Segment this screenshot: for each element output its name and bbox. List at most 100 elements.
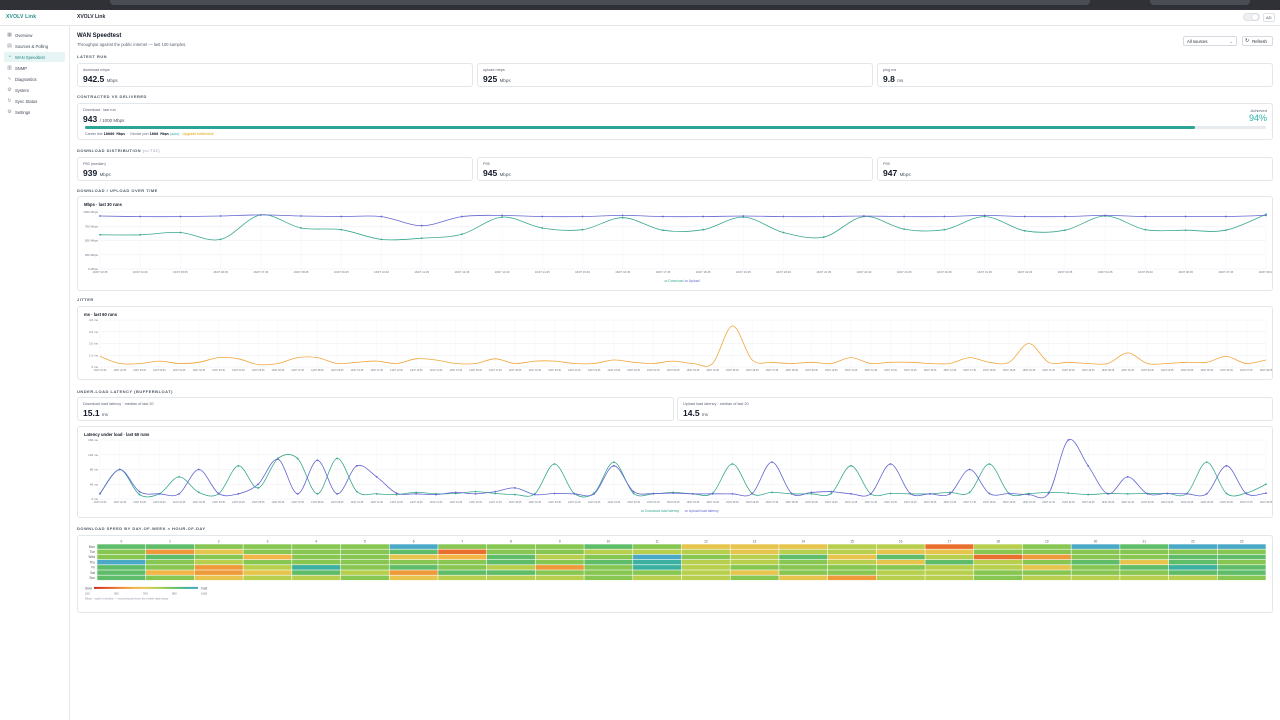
data-point[interactable] (863, 215, 865, 217)
data-point[interactable] (1184, 215, 1187, 218)
heatmap-cell[interactable] (876, 544, 925, 549)
data-point[interactable] (340, 228, 343, 231)
data-point[interactable] (435, 493, 437, 496)
data-point[interactable] (1224, 215, 1227, 218)
data-point[interactable] (742, 215, 745, 217)
data-point[interactable] (1064, 229, 1066, 232)
heatmap-cell[interactable] (1071, 565, 1120, 570)
heatmap-cell[interactable] (97, 559, 146, 565)
heatmap-cell[interactable] (243, 565, 292, 570)
heatmap-cell[interactable] (584, 544, 633, 549)
heatmap-cell[interactable] (194, 559, 243, 565)
data-point[interactable] (138, 490, 141, 493)
heatmap-cell[interactable] (486, 554, 536, 560)
heatmap-cell[interactable] (633, 544, 682, 549)
data-point[interactable] (782, 215, 785, 218)
heatmap-cell[interactable] (925, 570, 974, 575)
sidebar-item-system[interactable]: ⚙ System (4, 85, 65, 95)
heatmap-cell[interactable] (438, 575, 487, 581)
refresh-button[interactable]: ↻ Refresh (1242, 36, 1273, 46)
data-point[interactable] (118, 468, 121, 471)
data-point[interactable] (702, 228, 705, 231)
data-point[interactable] (179, 215, 182, 218)
data-point[interactable] (501, 216, 503, 219)
data-point[interactable] (237, 492, 240, 495)
heatmap-cell[interactable] (146, 570, 195, 575)
heatmap-cell[interactable] (681, 544, 730, 549)
heatmap-cell[interactable] (97, 565, 146, 570)
heatmap-cell[interactable] (340, 554, 389, 560)
heatmap-cell[interactable] (1071, 570, 1120, 575)
data-point[interactable] (903, 215, 906, 218)
data-point[interactable] (810, 491, 813, 494)
heatmap-cell[interactable] (146, 575, 195, 581)
data-point[interactable] (850, 492, 852, 495)
heatmap-cell[interactable] (925, 565, 974, 570)
heatmap-cell[interactable] (486, 570, 536, 575)
heatmap-cell[interactable] (243, 544, 292, 549)
heatmap-cell[interactable] (340, 559, 389, 565)
heatmap-cell[interactable] (1217, 554, 1266, 560)
heatmap-cell[interactable] (535, 559, 584, 565)
heatmap-cell[interactable] (730, 570, 779, 575)
theme-toggle[interactable] (1243, 13, 1260, 21)
heatmap-cell[interactable] (389, 549, 438, 555)
data-point[interactable] (316, 492, 319, 495)
heatmap-cell[interactable] (438, 554, 487, 560)
heatmap-cell[interactable] (974, 544, 1023, 549)
heatmap-cell[interactable] (1022, 559, 1071, 565)
data-point[interactable] (316, 459, 319, 462)
data-point[interactable] (822, 215, 825, 218)
heatmap-cell[interactable] (194, 575, 243, 581)
data-point[interactable] (99, 492, 101, 495)
heatmap-cell[interactable] (292, 570, 341, 575)
data-point[interactable] (929, 492, 931, 495)
data-point[interactable] (771, 461, 773, 464)
data-point[interactable] (1186, 492, 1188, 495)
data-point[interactable] (661, 215, 664, 218)
heatmap-cell[interactable] (681, 559, 730, 565)
sidebar-item-overview[interactable]: ▦ Overview (4, 30, 65, 40)
heatmap-cell[interactable] (1120, 575, 1169, 581)
heatmap-cell[interactable] (97, 554, 146, 560)
data-point[interactable] (1144, 215, 1147, 218)
data-point[interactable] (672, 492, 675, 494)
data-point[interactable] (178, 475, 180, 478)
data-point[interactable] (652, 492, 655, 495)
heatmap-cell[interactable] (97, 549, 146, 555)
data-point[interactable] (420, 237, 423, 240)
heatmap-cell[interactable] (389, 554, 438, 560)
heatmap-cell[interactable] (974, 570, 1023, 575)
data-point[interactable] (336, 492, 339, 495)
data-point[interactable] (501, 214, 503, 217)
heatmap-cell[interactable] (486, 575, 536, 581)
heatmap-cell[interactable] (681, 565, 730, 570)
data-point[interactable] (533, 493, 536, 496)
data-point[interactable] (197, 491, 200, 494)
data-point[interactable] (219, 238, 222, 241)
data-point[interactable] (217, 492, 220, 495)
heatmap-cell[interactable] (633, 575, 682, 581)
heatmap-cell[interactable] (194, 565, 243, 570)
heatmap-cell[interactable] (340, 565, 389, 570)
data-point[interactable] (541, 215, 544, 218)
heatmap-cell[interactable] (146, 549, 195, 555)
heatmap-cell[interactable] (292, 559, 341, 565)
heatmap-cell[interactable] (827, 554, 877, 560)
heatmap-cell[interactable] (1217, 575, 1266, 581)
heatmap-cell[interactable] (146, 565, 195, 570)
heatmap-cell[interactable] (194, 549, 243, 555)
sidebar-item-settings[interactable]: ⚙ Settings (4, 107, 65, 117)
data-point[interactable] (1265, 492, 1267, 494)
heatmap-cell[interactable] (1022, 544, 1071, 549)
heatmap-cell[interactable] (779, 565, 828, 570)
data-point[interactable] (375, 475, 378, 478)
heatmap-cell[interactable] (292, 575, 341, 581)
data-point[interactable] (340, 215, 343, 218)
data-point[interactable] (553, 463, 556, 465)
heatmap-cell[interactable] (1168, 575, 1217, 581)
data-point[interactable] (375, 492, 378, 495)
heatmap-cell[interactable] (730, 565, 779, 570)
data-point[interactable] (731, 492, 734, 495)
data-point[interactable] (751, 492, 754, 495)
